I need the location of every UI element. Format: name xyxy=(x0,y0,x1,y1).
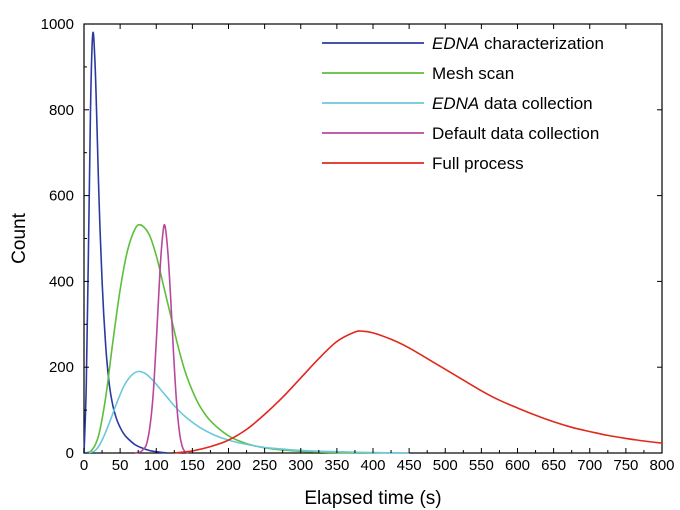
legend-label-3: EDNA data collection xyxy=(432,94,593,113)
legend-label-2: Mesh scan xyxy=(432,64,514,83)
series-line-1 xyxy=(83,31,168,454)
y-tick-label: 1000 xyxy=(41,16,74,33)
series-layer xyxy=(83,31,663,454)
plot-area: 0 50 100 150 200 250 300 350 400 450 500 550 600 650 7… xyxy=(41,16,675,474)
x-tick-label: 50 xyxy=(112,457,129,474)
x-tick-label: 500 xyxy=(433,457,458,474)
series-line-2 xyxy=(83,223,374,454)
x-tick-label: 550 xyxy=(469,457,494,474)
x-tick-label: 750 xyxy=(613,457,638,474)
x-tick-label: 250 xyxy=(252,457,277,474)
x-tick-label: 200 xyxy=(216,457,241,474)
x-tick-label: 350 xyxy=(324,457,349,474)
legend-label-5: Full process xyxy=(432,154,524,173)
x-tick-label: 0 xyxy=(80,457,88,474)
legend: EDNA characterization Mesh scan EDNA data … xyxy=(322,34,604,173)
x-tick-label: 600 xyxy=(505,457,530,474)
legend-label-4: Default data collection xyxy=(432,124,599,143)
series-line-3 xyxy=(83,370,410,454)
y-axis-title: Count xyxy=(9,212,30,263)
x-axis: 0 50 100 150 200 250 300 350 400 450 500 550 600 650 7… xyxy=(80,24,675,474)
y-tick-label: 0 xyxy=(66,445,74,462)
x-tick-label: 800 xyxy=(649,457,674,474)
x-tick-label: 150 xyxy=(180,457,205,474)
x-tick-label: 300 xyxy=(288,457,313,474)
y-tick-label: 600 xyxy=(49,188,74,205)
y-tick-label: 400 xyxy=(49,273,74,290)
y-tick-label: 800 xyxy=(49,102,74,119)
x-tick-label: 450 xyxy=(397,457,422,474)
series-line-4 xyxy=(134,223,190,454)
x-tick-label: 650 xyxy=(541,457,566,474)
series-line-5 xyxy=(174,330,663,454)
legend-label-1: EDNA characterization xyxy=(432,34,604,53)
x-tick-label: 100 xyxy=(144,457,169,474)
y-tick-label: 200 xyxy=(49,359,74,376)
x-tick-label: 400 xyxy=(360,457,385,474)
plot-frame xyxy=(83,23,663,454)
x-tick-label: 700 xyxy=(577,457,602,474)
y-axis: 0 200 400 600 800 1000 xyxy=(41,16,662,462)
x-axis-title: Elapsed time (s) xyxy=(304,488,441,509)
